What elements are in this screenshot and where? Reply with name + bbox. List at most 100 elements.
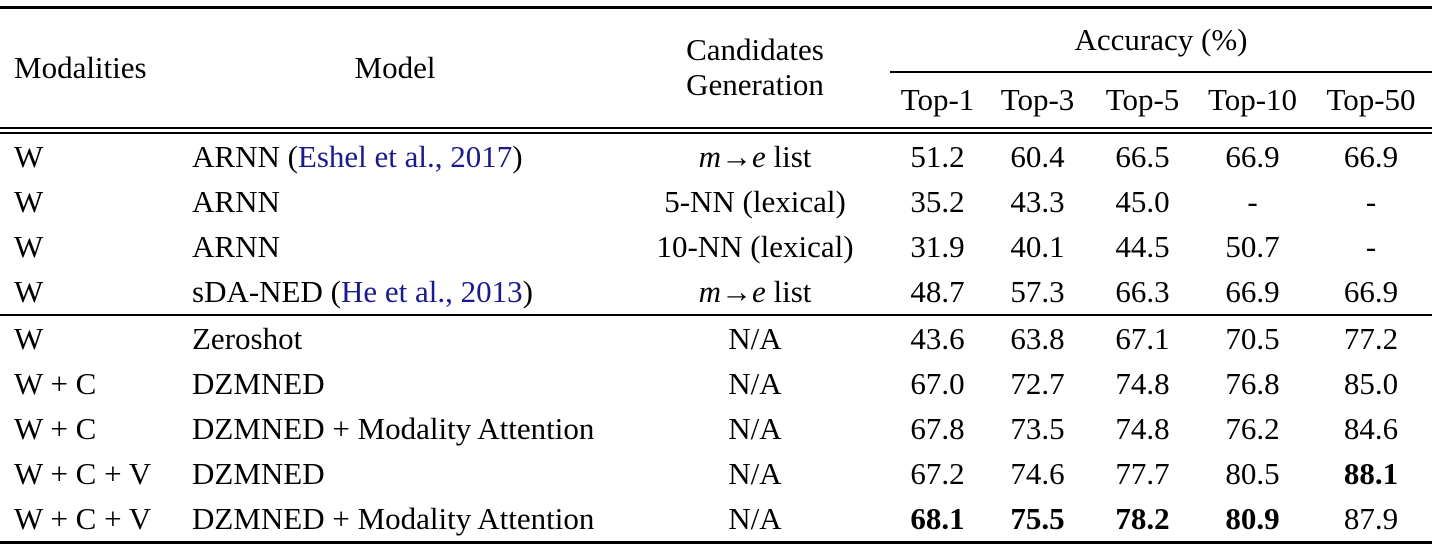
model-cell: ARNN [170,224,620,269]
value-cell-top50: 84.6 [1343,410,1399,446]
candidates-cell: N/A [620,496,890,543]
table-body: W ARNN (Eshel et al., 2017) m→e list 51.… [0,131,1432,543]
model-name: sDA-NED ( [192,273,341,309]
modalities-cell: W + C + V [14,500,152,536]
model-name: DZMNED + Modality Attention [192,500,595,536]
value-cell-top1: 35.2 [910,183,965,219]
candidates-text: → [720,138,752,174]
candidates-cell: m→e list [620,131,890,180]
header-top-10: Top-10 [1207,82,1298,117]
table-row: W + C + V DZMNED N/A 67.2 74.6 77.7 80.5… [0,451,1432,496]
model-cell: DZMNED [170,361,620,406]
header-row-top-k: Top-1 Top-3 Top-5 Top-10 Top-50 [0,72,1432,131]
model-cell: ARNN [170,179,620,224]
value-cell-top3: 57.3 [1010,273,1065,309]
candidates-cell: N/A [620,361,890,406]
value-cell-top10: 76.2 [1225,410,1280,446]
candidates-text: → [720,273,752,309]
candidates-text: 10-NN (lexical) [656,228,854,264]
table-row: W + C DZMNED + Modality Attention N/A 67… [0,406,1432,451]
modalities-cell: W [0,314,170,361]
model-cell: DZMNED + Modality Attention [170,496,620,543]
candidates-text: e [751,138,766,174]
model-name: DZMNED [192,365,325,401]
model-name: DZMNED [192,455,325,491]
model-name: ARNN ( [192,138,298,174]
value-cell-top3: 63.8 [985,314,1090,361]
model-name: ARNN [192,183,280,219]
table-row: W + C + V DZMNED + Modality Attention N/… [0,496,1432,543]
value-cell-top3: 60.4 [1010,138,1065,174]
modalities-cell: W + C [14,410,97,446]
value-cell-top3: 43.3 [1010,183,1065,219]
value-cell-top10: 80.5 [1225,455,1280,491]
value-cell-top50: - [1365,183,1377,219]
modalities-cell: W + C [14,365,97,401]
model-name: ARNN [192,228,280,264]
modalities-cell: W [14,183,44,219]
modalities-cell: W [14,228,44,264]
candidates-text: N/A [728,365,782,401]
candidates-text: 5-NN (lexical) [664,183,846,219]
header-candidates-generation: Candidates Generation [620,8,890,131]
model-name: DZMNED + Modality Attention [192,410,595,446]
citation-link[interactable]: He et al., 2013 [340,273,523,309]
model-cell: Zeroshot [170,314,620,361]
table-header: Modalities Model Candidates Generation A… [0,7,1432,131]
candidates-text: list [765,273,812,309]
candidates-cell: N/A [620,406,890,451]
model-cell: sDA-NED (He et al., 2013) [170,269,620,315]
value-cell-top3: 72.7 [1010,365,1065,401]
value-cell-top5: 44.5 [1115,228,1170,264]
value-cell-top3: 40.1 [1010,228,1065,264]
value-cell-top3: 73.5 [1010,410,1065,446]
value-cell-top5: 45.0 [1115,183,1170,219]
header-top-3: Top-3 [1000,82,1075,117]
value-cell-top50: 77.2 [1310,314,1432,361]
value-cell-top3: 74.6 [1010,455,1065,491]
value-cell-top10: 66.9 [1225,138,1280,174]
value-cell-top3: 75.5 [1010,500,1065,536]
candidates-text: m [698,273,721,309]
value-cell-top10: 66.9 [1225,273,1280,309]
value-cell-top1: 51.2 [910,138,965,174]
header-candidates-line2: Generation [686,67,824,102]
value-cell-top1: 48.7 [910,273,965,309]
modalities-cell: W [14,138,44,174]
model-citation-close-paren: ) [512,138,523,174]
value-cell-top10: 80.9 [1225,500,1280,536]
candidates-text: N/A [728,320,782,356]
candidates-text: N/A [728,455,782,491]
value-cell-top5: 66.5 [1115,138,1170,174]
candidates-cell: m→e list [620,269,890,315]
citation-link[interactable]: Eshel et al., 2017 [297,138,513,174]
candidates-cell: N/A [620,314,890,361]
candidates-text: m [698,138,721,174]
candidates-text: N/A [728,410,782,446]
table-row: W ARNN 10-NN (lexical) 31.9 40.1 44.5 50… [0,224,1432,269]
value-cell-top1: 67.0 [910,365,965,401]
table-row: W + C DZMNED N/A 67.0 72.7 74.8 76.8 85.… [0,361,1432,406]
table-row: W sDA-NED (He et al., 2013) m→e list 48.… [0,269,1432,315]
header-accuracy-group: Accuracy (%) [890,7,1432,73]
value-cell-top5: 78.2 [1115,500,1170,536]
candidates-cell: N/A [620,451,890,496]
value-cell-top50: 88.1 [1343,455,1399,491]
results-table: Modalities Model Candidates Generation A… [0,6,1432,544]
value-cell-top50: 87.9 [1343,500,1399,536]
candidates-text: e [751,273,766,309]
value-cell-top5: 74.8 [1115,365,1170,401]
table-row: W ARNN (Eshel et al., 2017) m→e list 51.… [0,131,1432,180]
value-cell-top1: 67.8 [910,410,965,446]
value-cell-top5: 66.3 [1115,273,1170,309]
header-top-50: Top-50 [1326,82,1416,117]
table-row: W ARNN 5-NN (lexical) 35.2 43.3 45.0 - - [0,179,1432,224]
candidates-cell: 10-NN (lexical) [620,224,890,269]
modalities-cell: W [14,273,44,309]
model-cell: ARNN (Eshel et al., 2017) [170,131,620,180]
value-cell-top5: 77.7 [1115,455,1170,491]
model-cell: DZMNED + Modality Attention [170,406,620,451]
candidates-cell: 5-NN (lexical) [620,179,890,224]
header-top-1: Top-1 [900,82,975,117]
